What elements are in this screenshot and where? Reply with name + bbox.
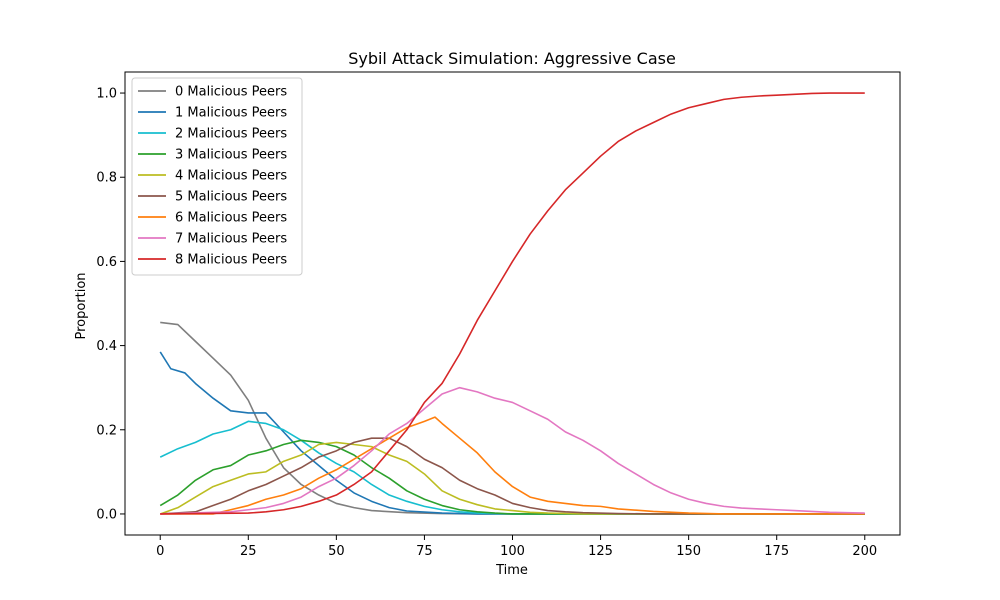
x-tick-label: 125 [588, 544, 613, 559]
x-axis-label: Time [495, 563, 528, 578]
legend-label-0: 0 Malicious Peers [175, 85, 287, 100]
x-tick-label: 175 [764, 544, 789, 559]
x-tick-label: 0 [156, 544, 164, 559]
legend-box [131, 77, 303, 276]
series-line-6 [160, 416, 865, 515]
x-tick-label: 200 [852, 544, 877, 559]
chart-title: Sybil Attack Simulation: Aggressive Case [348, 49, 676, 68]
series-line-2 [159, 420, 865, 515]
x-tick-label: 50 [328, 544, 345, 559]
y-tick-label: 1.0 [96, 87, 117, 102]
series-line-3 [159, 439, 865, 515]
legend-label-6: 6 Malicious Peers [175, 211, 287, 226]
plot-area: 0 25 50 75 100 125 150 175 200 0.0 0.2 0.4 0.6 0.8 1.0… [96, 71, 901, 559]
legend-label-5: 5 Malicious Peers [175, 190, 287, 205]
series-line-1 [159, 351, 865, 515]
x-tick-label: 150 [676, 544, 701, 559]
y-tick-label: 0.4 [96, 339, 117, 354]
legend-label-1: 1 Malicious Peers [175, 106, 287, 121]
legend-label-2: 2 Malicious Peers [175, 127, 287, 142]
x-tick-label: 25 [240, 544, 257, 559]
y-tick-label: 0.0 [96, 507, 117, 522]
x-tick-label: 100 [500, 544, 525, 559]
series-line-4 [159, 441, 865, 515]
legend-label-8: 8 Malicious Peers [175, 253, 287, 268]
legend-label-7: 7 Malicious Peers [175, 232, 287, 247]
x-tick-label: 75 [416, 544, 433, 559]
y-tick-label: 0.8 [96, 171, 117, 186]
series-line-7 [160, 386, 865, 515]
legend-label-4: 4 Malicious Peers [175, 169, 287, 184]
y-axis-label: Proportion [74, 272, 89, 339]
y-tick-label: 0.2 [96, 423, 117, 438]
series-line-5 [160, 437, 865, 515]
legend: 0 Malicious Peers 1 Malicious Peers 2 Mali… [131, 77, 303, 276]
series-line-0 [160, 321, 865, 515]
series-line-8 [160, 92, 865, 515]
y-tick-label: 0.6 [96, 255, 117, 270]
legend-label-3: 3 Malicious Peers [175, 148, 287, 163]
